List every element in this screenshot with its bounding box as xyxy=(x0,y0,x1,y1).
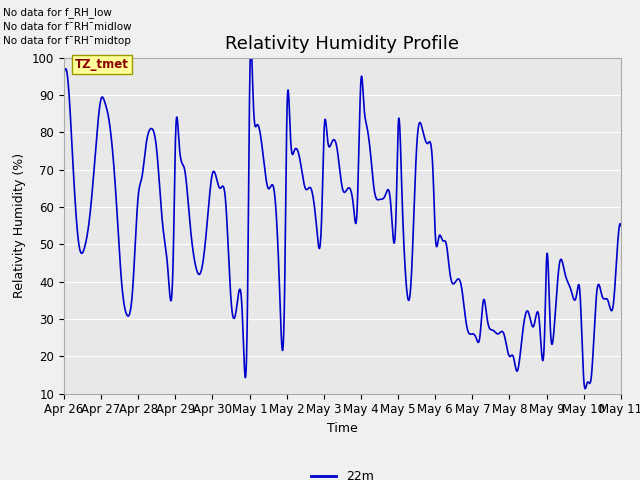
Title: Relativity Humidity Profile: Relativity Humidity Profile xyxy=(225,35,460,53)
Text: TZ_tmet: TZ_tmet xyxy=(75,58,129,71)
X-axis label: Time: Time xyxy=(327,422,358,435)
Legend: 22m: 22m xyxy=(306,465,379,480)
Y-axis label: Relativity Humidity (%): Relativity Humidity (%) xyxy=(13,153,26,298)
Text: No data for f¯RH¯midtop: No data for f¯RH¯midtop xyxy=(3,36,131,46)
Text: No data for f¯RH¯midlow: No data for f¯RH¯midlow xyxy=(3,22,132,32)
Text: No data for f_RH_low: No data for f_RH_low xyxy=(3,7,112,18)
